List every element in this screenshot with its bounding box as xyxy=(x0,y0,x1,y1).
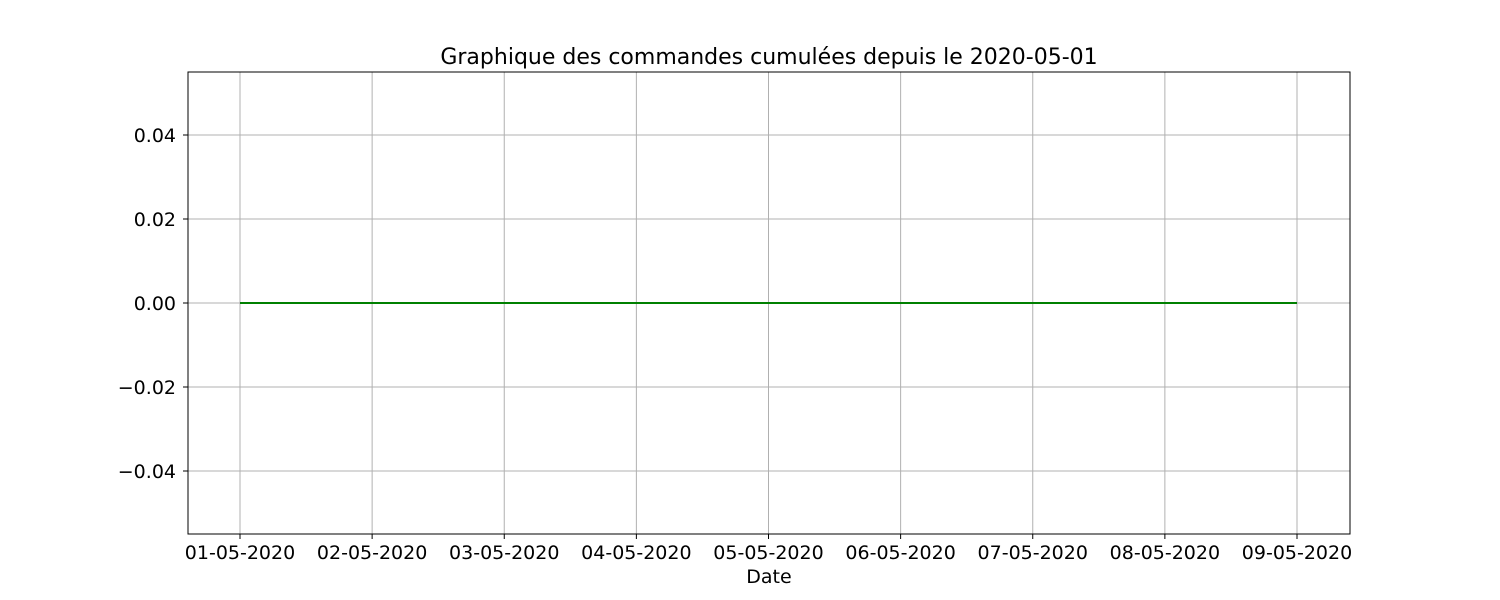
x-tick-label: 03-05-2020 xyxy=(449,542,559,564)
y-tick-label: 0.00 xyxy=(134,293,176,315)
x-tick-label: 07-05-2020 xyxy=(978,542,1088,564)
x-tick-label: 05-05-2020 xyxy=(713,542,823,564)
x-tick-label: 06-05-2020 xyxy=(845,542,955,564)
y-tick-label: 0.04 xyxy=(134,125,176,147)
x-axis-label: Date xyxy=(746,566,791,588)
chart-title: Graphique des commandes cumulées depuis … xyxy=(440,45,1097,70)
x-tick-label: 01-05-2020 xyxy=(185,542,295,564)
y-tick-label: −0.02 xyxy=(118,377,176,399)
y-tick-label: 0.02 xyxy=(134,209,176,231)
x-tick-label: 04-05-2020 xyxy=(581,542,691,564)
y-tick-label: −0.04 xyxy=(118,461,176,483)
x-tick-label: 02-05-2020 xyxy=(317,542,427,564)
ticks: 01-05-2020 02-05-2020 03-05-2020 04-05-2020… xyxy=(118,125,1352,564)
x-tick-label: 09-05-2020 xyxy=(1242,542,1352,564)
x-tick-label: 08-05-2020 xyxy=(1110,542,1220,564)
